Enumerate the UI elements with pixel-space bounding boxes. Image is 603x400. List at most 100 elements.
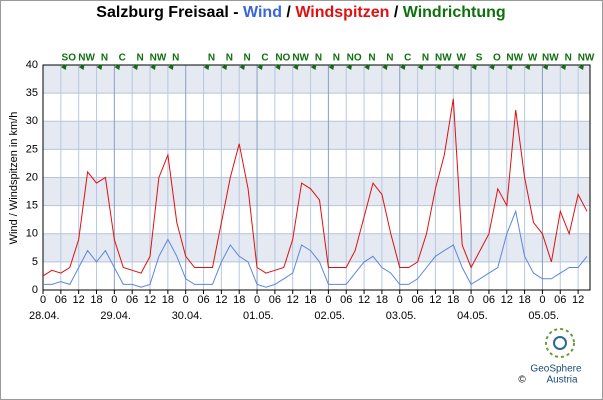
x-tick-label: 0 bbox=[40, 294, 46, 306]
wind-direction-label: SO bbox=[62, 53, 77, 64]
wind-arrow bbox=[78, 64, 85, 70]
wind-arrow bbox=[96, 64, 103, 70]
band bbox=[43, 65, 590, 94]
wind-direction-label: N bbox=[368, 53, 375, 64]
x-tick-label: 18 bbox=[162, 294, 174, 306]
wind-direction-label: NW bbox=[435, 53, 452, 64]
series-line bbox=[42, 98, 588, 277]
wind-direction-label: N bbox=[137, 53, 144, 64]
series-line bbox=[43, 209, 588, 288]
wind-arrow bbox=[560, 64, 567, 70]
wind-arrow bbox=[60, 64, 67, 70]
title-part: Windspitzen bbox=[295, 4, 389, 21]
x-tick-label: 12 bbox=[144, 294, 156, 306]
wind-direction-label: W bbox=[456, 53, 466, 64]
wind-arrow bbox=[167, 64, 174, 70]
y-axis-label: Wind / Windspitzen in km/h bbox=[8, 112, 20, 245]
y-tick-label: 10 bbox=[26, 228, 38, 240]
x-tick-label: 12 bbox=[358, 294, 370, 306]
wind-direction-label: NO bbox=[275, 53, 290, 64]
wind-arrow bbox=[488, 64, 495, 70]
wind-arrow bbox=[292, 64, 299, 70]
wind-arrow bbox=[310, 64, 317, 70]
x-tick-label: 12 bbox=[572, 294, 584, 306]
logo-sub: Austria bbox=[546, 375, 578, 386]
wind-arrow bbox=[542, 64, 549, 70]
x-tick-label: 18 bbox=[233, 294, 245, 306]
date-label: 03.05. bbox=[386, 310, 417, 322]
wind-arrow bbox=[453, 64, 460, 70]
wind-arrow bbox=[256, 64, 263, 70]
wind-arrow bbox=[578, 64, 585, 70]
x-tick-label: 06 bbox=[197, 294, 209, 306]
wind-direction-label: NW bbox=[578, 53, 595, 64]
wind-arrow bbox=[364, 64, 371, 70]
wind-direction-label: N bbox=[386, 53, 393, 64]
wind-direction-label: N bbox=[244, 53, 251, 64]
date-label: 29.04. bbox=[100, 310, 131, 322]
wind-arrow bbox=[328, 64, 335, 70]
date-label: 02.05. bbox=[314, 310, 345, 322]
x-tick-label: 0 bbox=[325, 294, 331, 306]
y-tick-label: 35 bbox=[26, 87, 38, 99]
y-tick-label: 0 bbox=[32, 284, 38, 296]
wind-arrow bbox=[221, 64, 228, 70]
wind-arrow bbox=[524, 64, 531, 70]
band bbox=[43, 121, 590, 150]
wind-direction-label: C bbox=[119, 53, 126, 64]
x-tick-label: 06 bbox=[55, 294, 67, 306]
wind-arrow bbox=[471, 64, 478, 70]
date-label: 01.05. bbox=[243, 310, 274, 322]
date-label: 30.04. bbox=[172, 310, 203, 322]
wind-direction-label: O bbox=[493, 53, 501, 64]
wind-direction-label: N bbox=[422, 53, 429, 64]
wind-arrow bbox=[417, 64, 424, 70]
wind-direction-label: N bbox=[565, 53, 572, 64]
x-tick-label: 06 bbox=[340, 294, 352, 306]
x-tick-label: 06 bbox=[126, 294, 138, 306]
wind-direction-label: NW bbox=[292, 53, 309, 64]
y-tick-label: 25 bbox=[26, 143, 38, 155]
date-label: 05.05. bbox=[528, 310, 559, 322]
wind-arrow bbox=[506, 64, 513, 70]
logo-name: GeoSphere bbox=[530, 364, 582, 375]
band bbox=[43, 233, 590, 262]
plot-frame bbox=[42, 64, 591, 291]
date-label: 04.05. bbox=[457, 310, 488, 322]
wind-direction-label: W bbox=[528, 53, 538, 64]
x-tick-label: 12 bbox=[429, 294, 441, 306]
title-part: / bbox=[389, 4, 402, 21]
wind-arrow bbox=[274, 64, 281, 70]
chart-title: Salzburg Freisaal - Wind / Windspitzen /… bbox=[96, 4, 505, 21]
wind-arrow bbox=[435, 64, 442, 70]
wind-direction-label: NW bbox=[150, 53, 167, 64]
wind-arrow bbox=[399, 64, 406, 70]
y-tick-label: 5 bbox=[32, 256, 38, 268]
title-part: Windrichtung bbox=[403, 4, 506, 21]
wind-direction-label: C bbox=[404, 53, 411, 64]
wind-direction-label: C bbox=[261, 53, 268, 64]
title-part: Wind bbox=[243, 4, 282, 21]
x-tick-label: 0 bbox=[397, 294, 403, 306]
y-tick-label: 15 bbox=[26, 200, 38, 212]
title-part: Salzburg Freisaal - bbox=[96, 4, 243, 21]
title-part: / bbox=[282, 4, 295, 21]
wind-arrow bbox=[114, 64, 121, 70]
y-tick-label: 30 bbox=[26, 115, 38, 127]
wind-direction-label: N bbox=[208, 53, 215, 64]
wind-direction-label: S bbox=[476, 53, 483, 64]
x-tick-label: 06 bbox=[411, 294, 423, 306]
wind-arrow bbox=[203, 64, 210, 70]
wind-arrow bbox=[149, 64, 156, 70]
x-tick-label: 06 bbox=[483, 294, 495, 306]
wind-direction-label: NO bbox=[347, 53, 362, 64]
wind-direction-label: N bbox=[226, 53, 233, 64]
x-tick-label: 18 bbox=[376, 294, 388, 306]
x-tick-label: 12 bbox=[501, 294, 513, 306]
wind-arrow bbox=[132, 64, 139, 70]
wind-direction-label: N bbox=[315, 53, 322, 64]
date-label: 28.04. bbox=[29, 310, 60, 322]
wind-direction-label: N bbox=[333, 53, 340, 64]
x-tick-label: 18 bbox=[518, 294, 530, 306]
